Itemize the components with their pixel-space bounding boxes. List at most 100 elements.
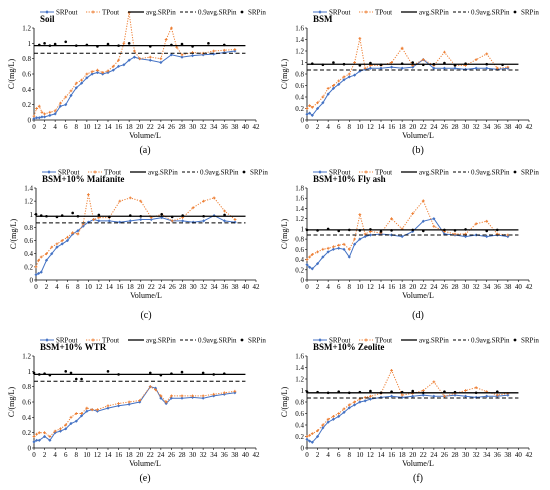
srpout-point xyxy=(201,53,205,57)
tpout-point xyxy=(421,389,425,392)
srpin-point xyxy=(106,370,110,373)
tpout-point xyxy=(92,218,96,221)
srpin-point xyxy=(128,214,132,217)
tpout-point xyxy=(39,255,43,259)
srpout-point xyxy=(432,66,436,70)
legend-marker xyxy=(240,338,244,342)
tpout-point xyxy=(90,408,94,412)
tpout-point xyxy=(148,55,152,59)
tpout-point xyxy=(453,232,457,236)
srpout-point xyxy=(222,219,227,223)
srpout-point xyxy=(379,66,383,70)
srpout-point xyxy=(321,426,325,430)
y-tick-label: 1.2 xyxy=(22,25,31,33)
legend-item: 0.9avg.SRPin xyxy=(453,9,510,17)
tpout-point xyxy=(159,394,163,398)
tpout-point xyxy=(332,414,335,418)
legend-item: avg.SRPin xyxy=(130,169,178,177)
srpout-point xyxy=(127,402,131,406)
legend-marker xyxy=(364,338,368,342)
x-tick-label: 6 xyxy=(66,283,70,291)
srpout-point xyxy=(389,394,394,398)
y-axis-label: C/(mg/L) xyxy=(280,219,289,250)
tpout-point xyxy=(122,41,126,45)
srpout-point xyxy=(202,219,206,223)
x-tick-label: 24 xyxy=(157,123,165,131)
srpout-point xyxy=(127,58,131,62)
series-tpout-line xyxy=(33,12,235,117)
legend-label: 0.9avg.SRPin xyxy=(471,9,510,17)
tpout-point xyxy=(127,400,131,404)
x-tick-label: 36 xyxy=(494,283,502,291)
x-tick-label: 6 xyxy=(337,123,341,131)
tpout-point xyxy=(106,404,110,408)
srpin-point xyxy=(421,229,425,233)
x-tick-label: 32 xyxy=(473,123,481,131)
tpout-point xyxy=(321,95,325,99)
srpout-point xyxy=(128,219,132,223)
tpout-point xyxy=(474,386,478,390)
x-tick-label: 26 xyxy=(168,451,176,459)
tpout-point xyxy=(86,193,90,196)
srpin-point xyxy=(202,214,205,218)
x-tick-label: 36 xyxy=(494,123,502,131)
srpout-point xyxy=(337,414,341,418)
legend-label: 0.9avg.SRPin xyxy=(198,337,237,345)
y-tick-label: 0.4 xyxy=(295,256,304,264)
tpout-point xyxy=(305,107,309,110)
tpout-point xyxy=(170,394,173,398)
legend-label: 0.9avg.SRPin xyxy=(471,169,510,177)
srpout-point xyxy=(169,53,174,57)
y-axis-label: C/(mg/L) xyxy=(9,219,18,250)
legend-label: SRPout xyxy=(329,169,350,177)
srpin-point xyxy=(212,373,216,376)
srpout-point xyxy=(463,234,468,239)
tpout-point xyxy=(222,391,226,395)
x-tick-label: 8 xyxy=(348,283,352,291)
srpin-point xyxy=(191,45,194,48)
tpout-point xyxy=(474,58,478,62)
srpout-point xyxy=(60,242,64,246)
x-tick-label: 42 xyxy=(526,123,534,131)
srpout-point xyxy=(97,219,101,223)
srpin-point xyxy=(379,391,383,395)
y-tick-label: 0 xyxy=(301,277,305,285)
srpin-point xyxy=(117,373,120,376)
x-axis-label: Volume/L xyxy=(129,131,161,140)
tpout-point xyxy=(310,105,314,109)
srpout-point xyxy=(111,68,115,72)
y-tick-label: 0 xyxy=(301,117,305,125)
tpout-point xyxy=(101,71,105,74)
legend-item: TPout xyxy=(359,169,392,177)
legend-item: avg.SRPin xyxy=(128,337,176,345)
x-tick-label: 22 xyxy=(420,283,428,291)
legend-marker xyxy=(364,170,368,174)
tpout-point xyxy=(69,89,73,93)
tpout-point xyxy=(347,403,351,407)
legend-item: TPout xyxy=(88,169,121,177)
x-tick-label: 8 xyxy=(76,283,80,291)
srpout-point xyxy=(37,271,41,276)
srpout-point xyxy=(37,438,41,442)
x-axis-label: Volume/L xyxy=(402,459,434,468)
legend-marker xyxy=(93,170,97,174)
srpout-point xyxy=(180,396,184,400)
srpout-point xyxy=(81,224,85,228)
srpout-point xyxy=(474,395,478,399)
tpout-point xyxy=(233,218,237,221)
srpin-point xyxy=(347,391,351,395)
x-tick-label: 24 xyxy=(430,123,438,131)
x-tick-label: 16 xyxy=(388,123,396,131)
tpout-point xyxy=(85,72,89,76)
srpin-point xyxy=(108,215,111,219)
x-tick-label: 38 xyxy=(231,451,239,459)
tpout-point xyxy=(50,245,54,249)
srpin-point xyxy=(85,43,89,47)
srpin-point xyxy=(117,44,120,47)
y-tick-label: 0.4 xyxy=(295,94,304,102)
srpin-point xyxy=(43,42,46,45)
x-tick-label: 12 xyxy=(95,283,103,291)
legend-marker xyxy=(242,170,246,174)
srpin-point xyxy=(411,228,415,232)
legend-item: avg.SRPin xyxy=(401,337,449,345)
